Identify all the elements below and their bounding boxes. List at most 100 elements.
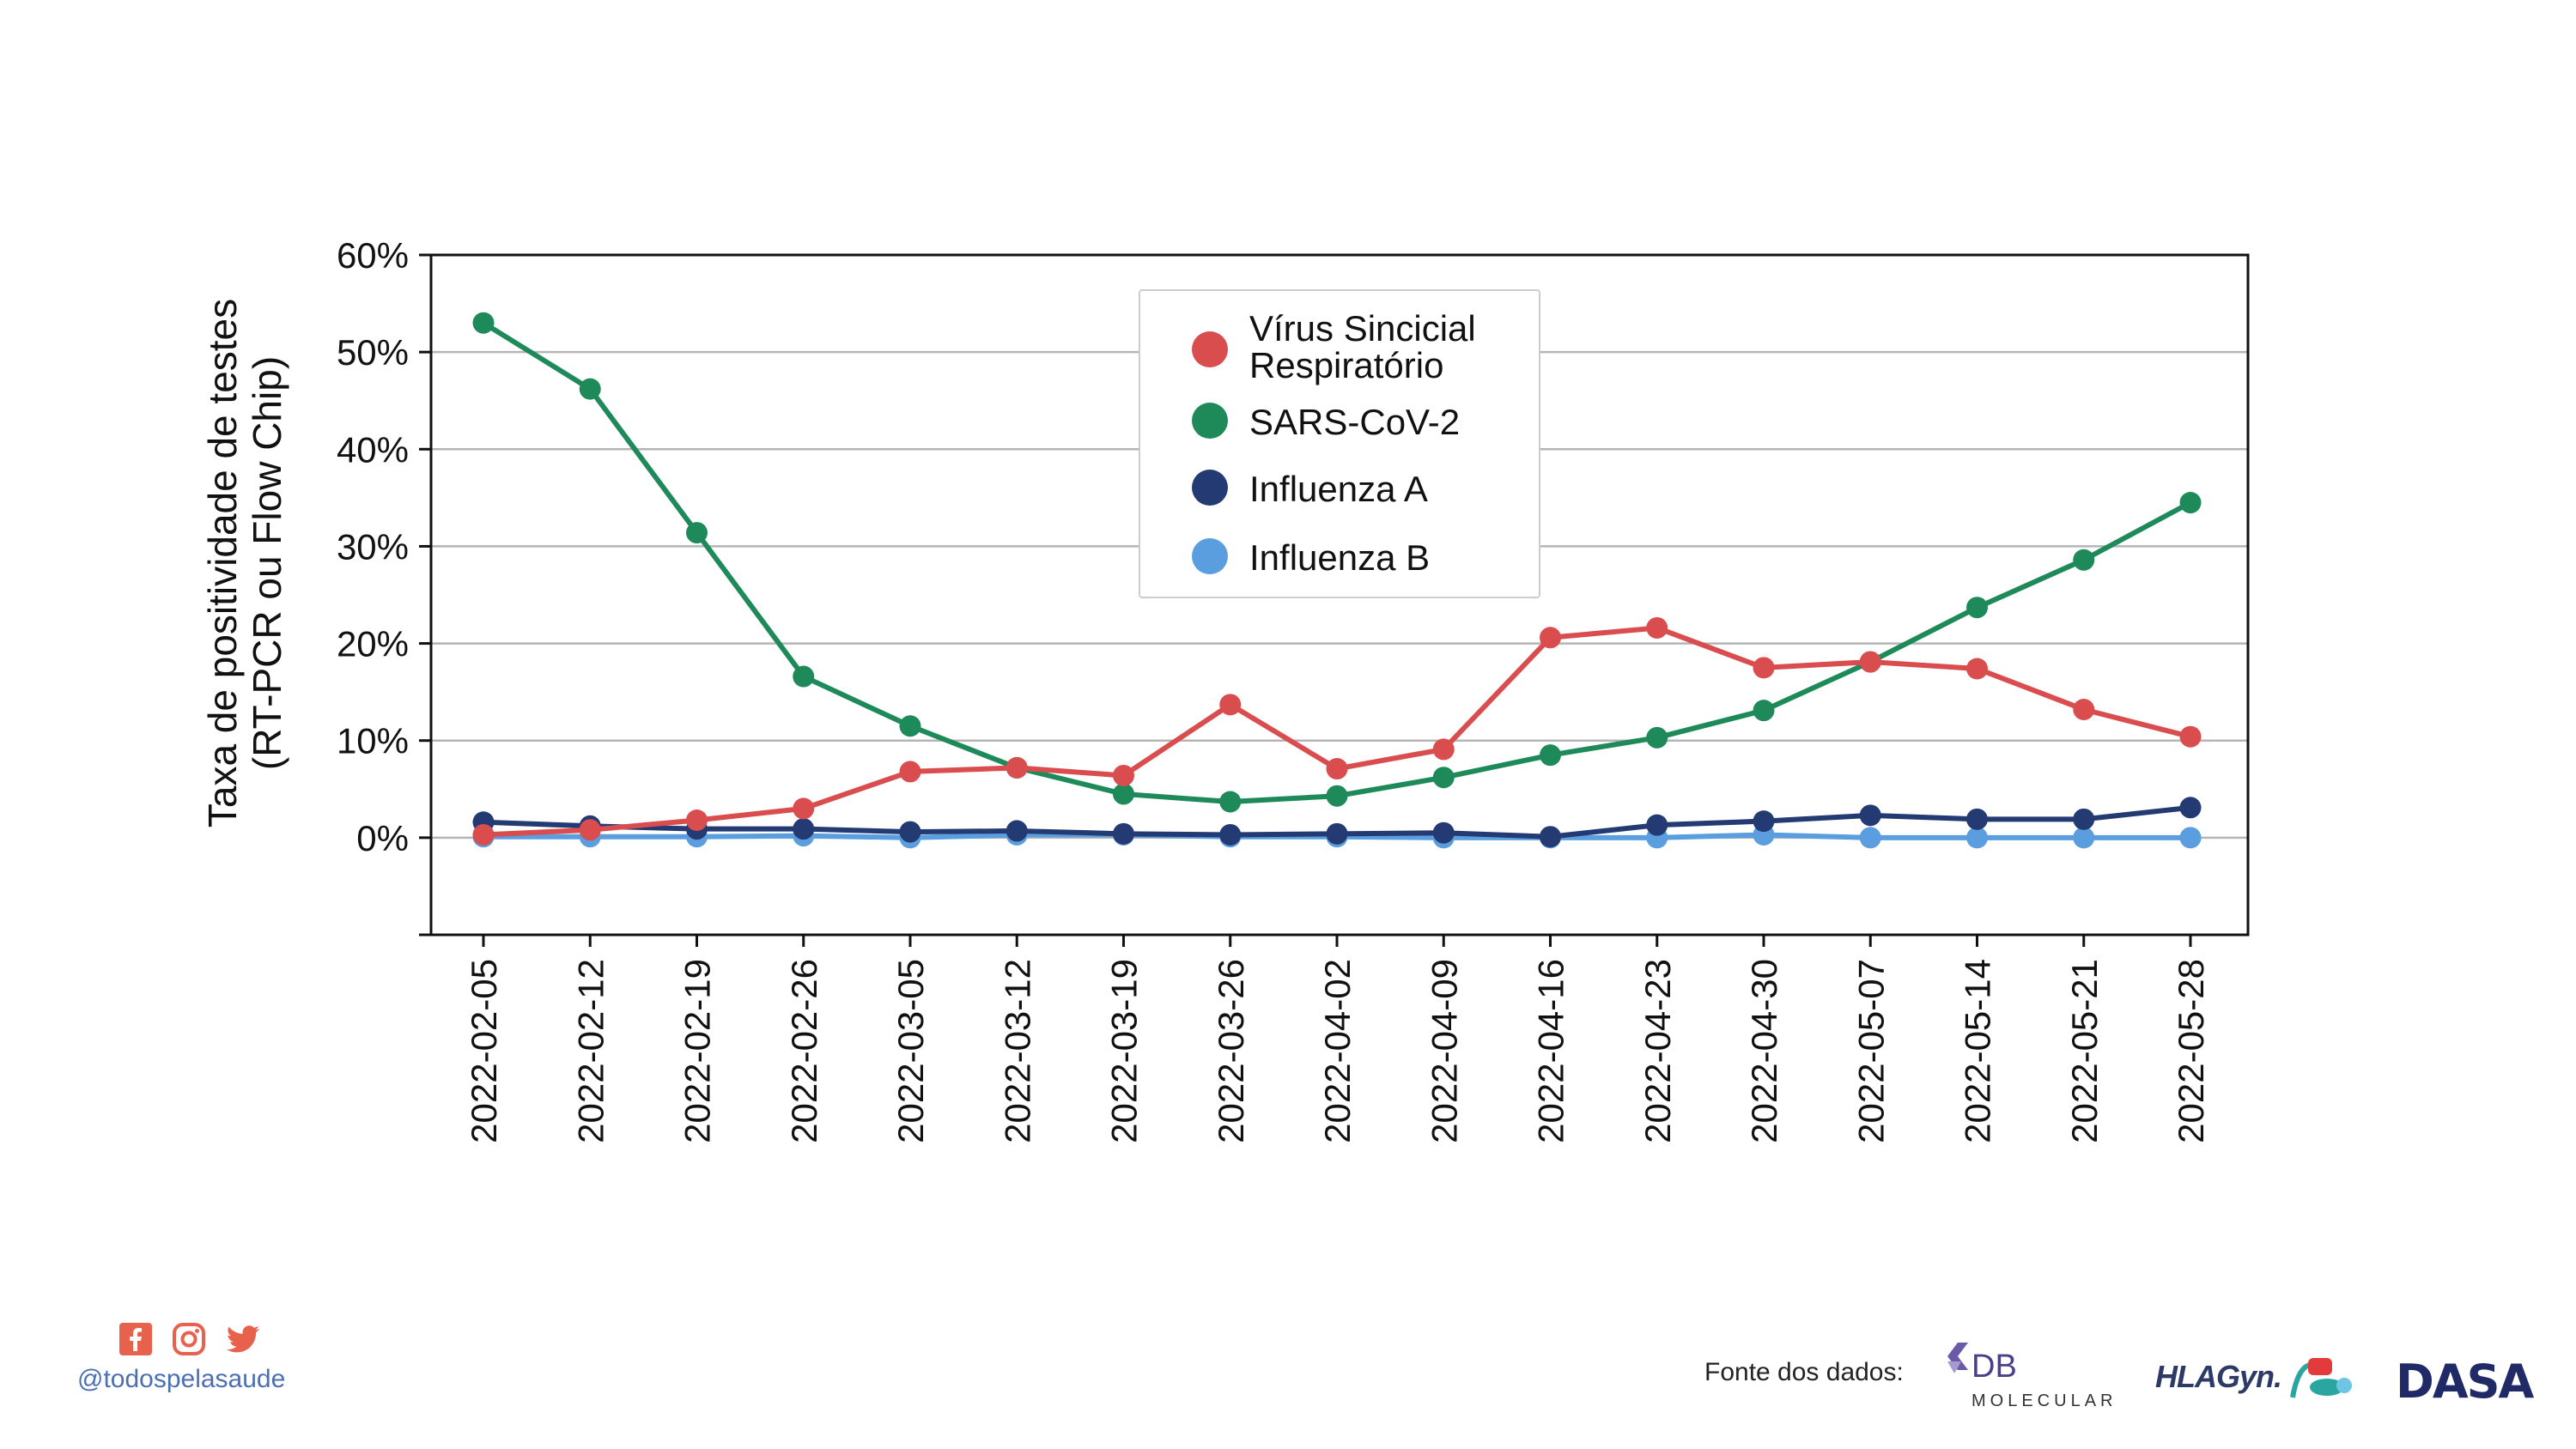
db-logo-text: DB — [1971, 1349, 2017, 1385]
legend-label: Influenza A — [1249, 469, 1428, 509]
data-point-rsv — [1966, 658, 1988, 680]
legend-label: SARS-CoV-2 — [1249, 402, 1460, 442]
db-logo-subtext: MOLECULAR — [1971, 1391, 2117, 1410]
data-point-fluA — [1432, 822, 1455, 844]
data-point-rsv — [686, 809, 708, 831]
x-tick-label: 2022-03-19 — [1104, 959, 1145, 1143]
y-tick-label: 10% — [337, 721, 409, 761]
data-point-sars — [899, 715, 921, 737]
data-point-sars — [793, 665, 815, 688]
data-point-fluB — [2179, 827, 2202, 849]
data-point-fluA — [1646, 814, 1668, 836]
data-point-fluB — [2073, 827, 2095, 849]
data-point-fluA — [1326, 822, 1348, 845]
data-point-fluA — [793, 818, 815, 840]
data-point-sars — [686, 522, 708, 544]
legend-item-fluA: Influenza A — [1192, 469, 1428, 509]
data-point-sars — [1753, 700, 1775, 722]
y-tick-label: 30% — [337, 526, 409, 567]
data-point-fluA — [1966, 808, 1988, 830]
data-point-sars — [579, 378, 601, 400]
x-tick-label: 2022-05-07 — [1850, 959, 1891, 1143]
data-point-fluB — [1859, 827, 1881, 849]
plot-frame — [429, 253, 2250, 937]
y-axis-label-line2: (RT-PCR ou Flow Chip) — [245, 356, 289, 770]
legend-marker — [1192, 470, 1228, 506]
x-tick-label: 2022-03-12 — [997, 959, 1037, 1143]
data-point-sars — [1432, 767, 1455, 789]
data-point-sars — [1113, 783, 1134, 805]
y-axis-label-line1: Taxa de positividade de testes — [200, 299, 245, 828]
x-tick-label: 2022-02-05 — [464, 959, 504, 1143]
legend-marker — [1192, 538, 1228, 574]
legend-item-sars: SARS-CoV-2 — [1192, 402, 1460, 442]
social-handle[interactable]: @todospelasaude — [77, 1365, 286, 1393]
legend-label: Vírus Sincicial — [1249, 308, 1476, 349]
data-point-fluA — [1005, 820, 1028, 842]
data-point-sars — [1219, 791, 1242, 813]
data-point-rsv — [2179, 725, 2202, 748]
x-tick-label: 2022-03-26 — [1211, 959, 1251, 1143]
data-point-rsv — [1005, 756, 1028, 779]
instagram-icon[interactable] — [172, 1322, 206, 1356]
x-tick-label: 2022-05-21 — [2064, 959, 2105, 1143]
x-tick-label: 2022-05-14 — [1958, 959, 1998, 1143]
data-point-sars — [1646, 726, 1668, 749]
data-point-sars — [2179, 492, 2202, 514]
data-point-sars — [1966, 597, 1988, 619]
data-point-rsv — [472, 823, 495, 846]
x-tick-label: 2022-04-16 — [1531, 959, 1571, 1143]
y-tick-label: 40% — [337, 429, 409, 470]
x-tick-label: 2022-02-26 — [784, 959, 824, 1143]
y-tick-label: 20% — [337, 624, 409, 664]
data-point-rsv — [1219, 694, 1242, 716]
data-point-fluA — [2073, 808, 2095, 830]
y-tick-label: 0% — [356, 818, 409, 858]
hlagyn-logo: HLAGyn. — [2155, 1346, 2370, 1419]
y-tick-label: 50% — [337, 332, 409, 373]
x-tick-label: 2022-04-30 — [1744, 959, 1784, 1143]
data-point-rsv — [1859, 651, 1881, 673]
data-point-rsv — [899, 761, 921, 783]
social-footer: @todospelasaude — [77, 1322, 285, 1394]
y-axis: 0% 10% 20% 30% 40% 50% 60% — [337, 235, 431, 937]
data-point-rsv — [793, 797, 815, 820]
series-rsv — [472, 616, 2202, 846]
x-axis: 2022-02-05 2022-02-12 2022-02-19 2022-02-26… — [464, 935, 2211, 1143]
db-molecular-logo: DB MOLECULAR — [1942, 1336, 2131, 1417]
twitter-icon[interactable] — [225, 1322, 261, 1356]
legend-item-fluB: Influenza B — [1192, 537, 1430, 578]
data-point-sars — [1540, 744, 1561, 767]
data-point-sars — [2073, 549, 2095, 571]
hlagyn-logo-text: HLAGyn. — [2155, 1359, 2281, 1394]
data-point-fluA — [899, 821, 921, 843]
x-tick-label: 2022-02-12 — [570, 959, 611, 1143]
data-point-rsv — [1113, 764, 1134, 786]
legend-label-line2: Respiratório — [1249, 345, 1443, 385]
y-tick-label: 60% — [337, 235, 409, 276]
data-point-fluA — [1113, 822, 1134, 845]
social-icons — [118, 1322, 285, 1356]
data-point-rsv — [1540, 627, 1561, 649]
dasa-logo: DASA — [2396, 1355, 2542, 1414]
legend-label: Influenza B — [1249, 537, 1430, 578]
data-point-fluA — [1540, 826, 1561, 848]
data-point-rsv — [1326, 758, 1348, 780]
data-point-rsv — [579, 819, 601, 841]
x-tick-label: 2022-04-23 — [1637, 959, 1678, 1143]
data-point-rsv — [2073, 699, 2095, 721]
data-point-fluB — [1966, 827, 1988, 849]
x-tick-label: 2022-02-19 — [677, 959, 718, 1143]
data-point-fluA — [2179, 797, 2202, 819]
facebook-icon[interactable] — [118, 1322, 153, 1356]
data-point-rsv — [1432, 738, 1455, 761]
data-point-fluA — [1859, 804, 1881, 827]
data-point-rsv — [1753, 657, 1775, 679]
legend-marker — [1192, 331, 1228, 367]
data-point-fluA — [1753, 810, 1775, 833]
legend-marker — [1192, 403, 1228, 439]
